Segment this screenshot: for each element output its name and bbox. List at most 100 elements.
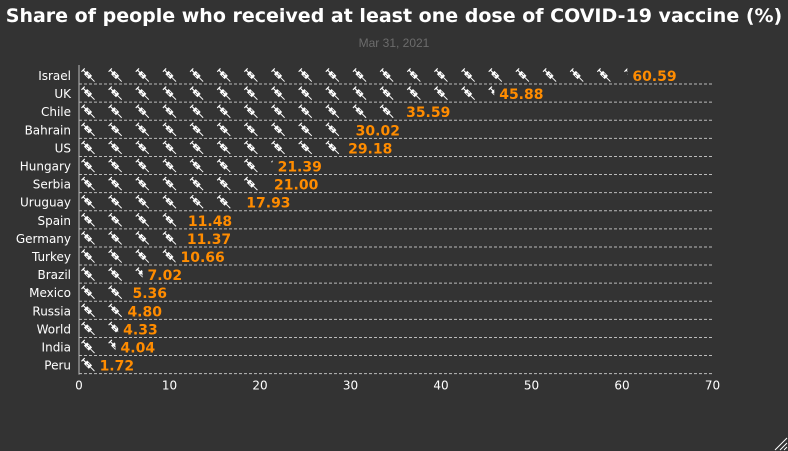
syringe-icon (569, 67, 584, 83)
category-label: Turkey (31, 250, 71, 264)
bar-mexico[interactable] (80, 285, 123, 300)
syringe-icon (406, 67, 421, 83)
syringe-icon (135, 248, 150, 264)
syringe-icon (80, 285, 96, 300)
syringe-icon (135, 158, 150, 173)
syringe-icon (189, 194, 204, 209)
bar-chile[interactable] (80, 104, 394, 119)
syringe-icon (108, 158, 123, 173)
syringe-icon (488, 67, 503, 83)
x-tick-label: 50 (524, 379, 539, 393)
syringe-icon (108, 266, 123, 282)
syringe-icon (298, 122, 313, 137)
bar-bahrain[interactable] (80, 122, 366, 137)
syringe-icon (108, 285, 123, 300)
bar-israel[interactable] (80, 67, 637, 83)
value-label: 11.48 (188, 214, 232, 230)
syringe-icon (243, 176, 259, 191)
value-label: 10.66 (180, 250, 224, 266)
syringe-icon (216, 122, 231, 137)
category-label: India (42, 341, 71, 355)
value-label: 35.59 (406, 105, 450, 121)
bar-turkey[interactable] (80, 248, 176, 264)
syringe-icon (352, 85, 367, 101)
syringe-icon (80, 303, 96, 318)
syringe-icon (433, 85, 449, 101)
syringe-icon (162, 176, 177, 191)
syringe-icon (80, 104, 96, 119)
syringe-icon (216, 104, 231, 119)
syringe-icon (80, 176, 96, 191)
category-labels: Israel UK Chile Bahrain US Hungary Serbia Urugu… (16, 69, 72, 373)
syringe-icon (325, 67, 340, 83)
syringe-icon (135, 140, 150, 155)
bar-germany[interactable] (80, 230, 177, 246)
syringe-icon (270, 85, 286, 101)
category-label: Peru (44, 359, 71, 373)
syringe-icon (135, 67, 150, 83)
syringe-icon (162, 230, 177, 246)
syringe-icon (108, 122, 123, 137)
bar-series (80, 67, 637, 372)
bar-peru[interactable] (80, 357, 95, 372)
syringe-icon (108, 194, 123, 209)
bar-world[interactable] (80, 321, 121, 336)
bar-russia[interactable] (80, 303, 123, 318)
syringe-icon (325, 140, 340, 155)
syringe-icon (108, 104, 123, 119)
value-label: 11.37 (187, 232, 231, 248)
syringe-icon (80, 339, 96, 354)
syringe-icon (135, 194, 150, 209)
syringe-icon (162, 158, 177, 173)
syringe-icon (108, 321, 119, 336)
category-label: Hungary (20, 160, 71, 174)
syringe-icon (243, 85, 259, 101)
category-label: Serbia (33, 178, 71, 192)
x-tick-label: 0 (75, 379, 83, 393)
category-label: Mexico (29, 286, 71, 300)
syringe-icon (189, 122, 204, 137)
x-tick-label: 30 (343, 379, 358, 393)
value-label: 7.02 (148, 268, 183, 284)
syringe-icon (80, 85, 96, 101)
category-label: Israel (38, 69, 71, 83)
syringe-icon (298, 85, 313, 101)
x-tick-label: 70 (705, 379, 720, 393)
bar-brazil[interactable] (80, 266, 148, 282)
syringe-icon (108, 140, 123, 155)
syringe-icon (80, 194, 96, 209)
syringe-icon (162, 248, 176, 264)
syringe-icon (80, 67, 96, 83)
syringe-icon (135, 176, 150, 191)
syringe-icon (216, 194, 231, 209)
syringe-icon (189, 158, 204, 173)
value-label: 21.39 (278, 160, 322, 176)
syringe-icon (162, 85, 177, 101)
value-label: 4.33 (123, 322, 158, 338)
bar-serbia[interactable] (80, 176, 259, 191)
syringe-icon (379, 67, 394, 83)
syringe-icon (80, 122, 96, 137)
resize-grip-icon[interactable] (770, 433, 788, 451)
syringe-icon (243, 158, 259, 173)
syringe-icon (379, 104, 394, 119)
bar-india[interactable] (80, 339, 121, 354)
syringe-icon (162, 212, 177, 227)
syringe-icon (135, 230, 150, 246)
syringe-icon (352, 104, 367, 119)
bar-uruguay[interactable] (80, 194, 231, 209)
syringe-icon (108, 212, 123, 227)
bar-hungary[interactable] (80, 158, 284, 173)
category-label: Germany (16, 232, 71, 246)
syringe-icon (162, 194, 177, 209)
syringe-icon (216, 85, 231, 101)
bar-uk[interactable] (80, 85, 501, 101)
bar-spain[interactable] (80, 212, 177, 227)
value-label: 4.04 (121, 341, 156, 357)
category-label: World (37, 322, 71, 336)
syringe-icon (189, 140, 204, 155)
value-label: 5.36 (133, 286, 168, 302)
value-label: 4.80 (127, 304, 162, 320)
syringe-icon (189, 176, 204, 191)
bar-us[interactable] (80, 140, 340, 155)
